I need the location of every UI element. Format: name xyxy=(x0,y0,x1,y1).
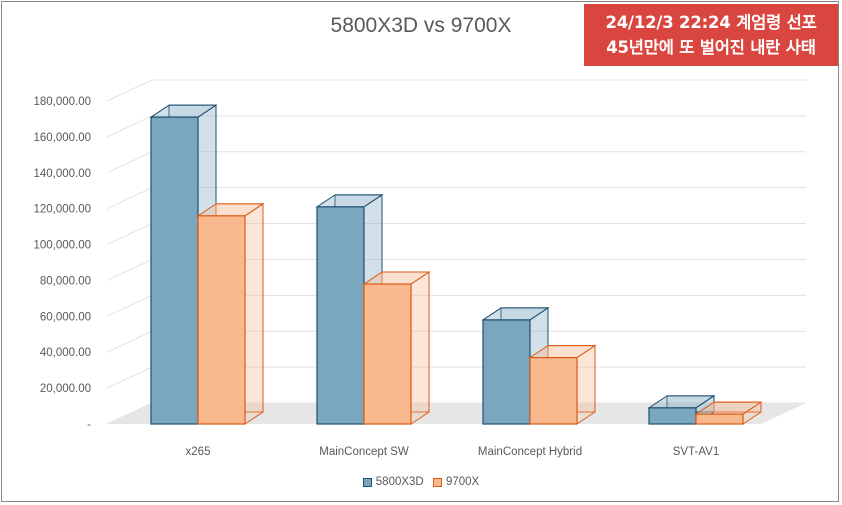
gridline-depth xyxy=(106,258,153,281)
gridline-depth xyxy=(106,79,153,102)
legend-label-series-2: 9700X xyxy=(445,476,480,488)
bar-2-3 xyxy=(529,357,578,425)
bar-1-4 xyxy=(648,407,697,425)
gridline-depth xyxy=(106,151,153,174)
bar-1-1 xyxy=(150,116,199,425)
y-tick-label: 40,000.00 xyxy=(40,347,91,359)
y-tick-label: 100,000.00 xyxy=(33,240,91,252)
y-tick-label: 160,000.00 xyxy=(33,132,91,144)
legend-item-series-2: 9700X xyxy=(432,476,480,488)
legend-label-series-1: 5800X3D xyxy=(375,476,424,488)
legend-swatch-series-2 xyxy=(432,477,442,487)
y-tick-label: 20,000.00 xyxy=(40,383,91,395)
y-tick-label: 180,000.00 xyxy=(33,96,91,108)
chart-legend: 5800X3D 9700X xyxy=(0,476,842,490)
x-category-label: SVT-AV1 xyxy=(673,446,719,458)
banner-line-1: 24/12/3 22:24 계엄령 선포 xyxy=(605,13,817,32)
y-tick-label: 120,000.00 xyxy=(33,204,91,216)
y-tick-label: - xyxy=(87,419,91,431)
gridline-depth xyxy=(106,187,153,210)
gridline-depth xyxy=(106,366,153,389)
legend-swatch-series-1 xyxy=(362,477,372,487)
bar-2-2 xyxy=(363,283,412,425)
bar-2-3-side xyxy=(576,344,596,425)
y-tick-label: 140,000.00 xyxy=(33,168,91,180)
x-category-label: MainConcept SW xyxy=(319,446,409,458)
legend-item-series-1: 5800X3D xyxy=(362,476,424,488)
y-tick-label: 60,000.00 xyxy=(40,311,91,323)
x-category-label: MainConcept Hybrid xyxy=(478,446,582,458)
x-category-label: x265 xyxy=(186,446,211,458)
chart-floor xyxy=(107,403,806,424)
chart-title: 5800X3D vs 9700X xyxy=(330,14,512,37)
bar-2-1 xyxy=(197,215,246,425)
gridline-depth xyxy=(106,223,153,246)
banner-line-2: 45년만에 또 벌어진 내란 사태 xyxy=(606,38,816,57)
y-tick-label: 80,000.00 xyxy=(40,275,91,287)
bar-1-3 xyxy=(482,319,531,425)
bar-2-2-side xyxy=(410,271,430,425)
news-banner: 24/12/3 22:24 계엄령 선포 45년만에 또 벌어진 내란 사태 xyxy=(584,4,838,66)
gridline-depth xyxy=(106,294,153,317)
gridline-depth xyxy=(106,330,153,353)
bar-2-4 xyxy=(695,413,744,425)
bar-1-2 xyxy=(316,206,365,425)
bar-2-1-side xyxy=(244,202,264,425)
gridline-depth xyxy=(106,115,153,138)
